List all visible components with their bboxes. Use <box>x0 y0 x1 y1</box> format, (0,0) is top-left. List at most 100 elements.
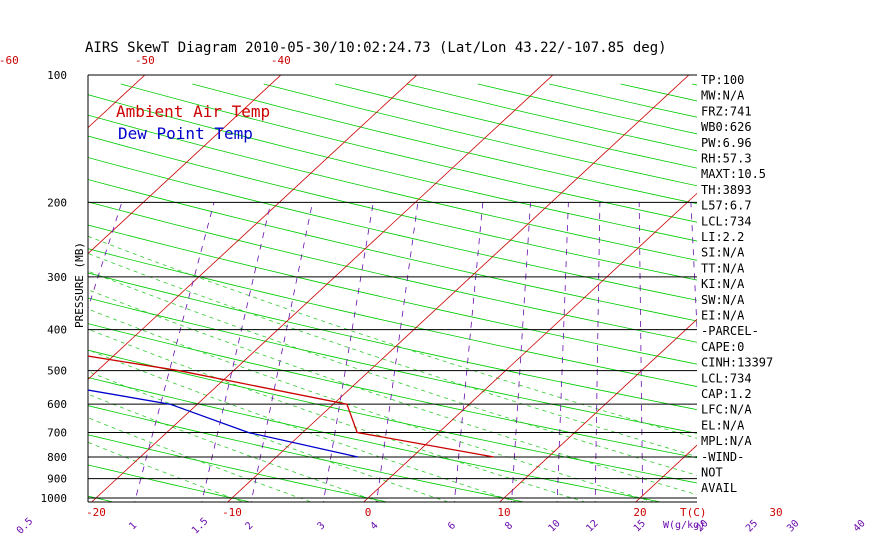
moist-adiabat-line <box>88 417 313 502</box>
mixing-ratio-line <box>556 202 569 502</box>
mixing-ratio-line <box>453 202 484 502</box>
pressure-tick-label: 600 <box>47 398 67 411</box>
mixing-ratio-line <box>322 202 374 502</box>
isotherm-line <box>91 75 554 502</box>
dry-adiabat-line <box>88 201 697 343</box>
isotherm-line <box>227 75 690 502</box>
mixing-ratio-label: 1.5 <box>190 516 211 537</box>
top-temp-tick-label: -40 <box>271 54 291 67</box>
y-axis-label: PRESSURE (MB) <box>73 242 86 328</box>
pressure-tick-label: 800 <box>47 451 67 464</box>
stability-index-item: -PARCEL- <box>701 324 759 338</box>
mixing-ratio-line <box>690 202 697 337</box>
stability-index-item: LCL:734 <box>701 371 752 385</box>
dry-adiabat-line <box>88 349 697 484</box>
pressure-tick-label: 400 <box>47 324 67 337</box>
stability-index-item: MW:N/A <box>701 89 745 103</box>
stability-index-item: KI:N/A <box>701 277 745 291</box>
stability-index-item: TT:N/A <box>701 261 745 275</box>
dry-adiabat-line <box>88 272 697 411</box>
mixing-ratio-label: 8 <box>503 520 515 532</box>
top-tick-labels: -120-110-100-90-80-70-60-50-40 <box>0 54 291 67</box>
dry-adiabat-line <box>835 84 870 507</box>
chart-title: AIRS SkewT Diagram 2010-05-30/10:02:24.7… <box>85 40 667 56</box>
stability-index-item: MAXT:10.5 <box>701 167 766 181</box>
stability-index-item: NOT <box>701 466 723 480</box>
mixing-ratio-line <box>638 202 644 502</box>
dry-adiabat-line <box>88 157 697 301</box>
dry-adiabat-line <box>88 377 663 502</box>
bottom-temp-tick-label: 30 <box>769 506 782 519</box>
top-temp-tick-label: -50 <box>135 54 155 67</box>
dry-adiabat-line <box>88 179 697 322</box>
stability-index-item: LI:2.2 <box>701 230 744 244</box>
isotherm-line <box>88 75 418 381</box>
mixing-ratio-label: 30 <box>785 518 801 534</box>
isotherm-line <box>499 318 697 502</box>
dry-adiabat-line <box>88 405 526 502</box>
stability-index-item: -WIND- <box>701 450 744 464</box>
dry-adiabat-line <box>192 83 697 205</box>
grid-layer <box>0 66 870 507</box>
moist-adiabat-line <box>88 393 381 502</box>
bottom-temp-tick-label: 20 <box>633 506 646 519</box>
top-temp-tick-label: -60 <box>0 54 19 67</box>
mixing-ratio-label: 40 <box>851 518 867 534</box>
moist-adiabat-line <box>88 235 697 439</box>
dry-adiabat-line <box>88 495 116 502</box>
moist-adiabat-line <box>88 441 245 502</box>
mixing-ratio-label: 6 <box>446 520 458 532</box>
x-axis-unit-label: T(C) <box>680 506 707 519</box>
bottom-tick-labels: -50-40-30-20-10010203040 <box>86 506 783 519</box>
stability-index-item: SI:N/A <box>701 246 745 260</box>
bottom-temp-tick-label: 10 <box>497 506 510 519</box>
bottom-temp-tick-label: -20 <box>86 506 106 519</box>
bottom-temp-tick-label: 0 <box>365 506 372 519</box>
stability-index-item: SW:N/A <box>701 293 745 307</box>
stability-index-item: LCL:734 <box>701 214 752 228</box>
isotherm-line <box>766 66 870 507</box>
stability-index-item: EI:N/A <box>701 309 745 323</box>
mixing-ratio-label: 3 <box>316 520 328 532</box>
dew-point-line <box>88 389 359 458</box>
isobar-layer <box>87 74 697 503</box>
stability-index-item: TH:3893 <box>701 183 752 197</box>
dry-adiabat-line <box>263 83 697 187</box>
mixing-ratio-line <box>820 202 864 507</box>
pressure-tick-label: 200 <box>47 196 67 209</box>
mixing-ratio-label: 1 <box>127 520 139 532</box>
mixing-ratio-label: 2 <box>243 520 255 532</box>
stability-index-item: EL:N/A <box>701 418 745 432</box>
stability-index-item: FRZ:741 <box>701 104 752 118</box>
legend-ambient-temp: Ambient Air Temp <box>116 102 270 121</box>
pressure-tick-label: 1000 <box>41 492 68 505</box>
isotherm-line <box>363 192 697 502</box>
mixing-ratio-line <box>0 202 9 507</box>
stability-index-item: CAPE:0 <box>701 340 744 354</box>
stability-index-item: TP:100 <box>701 73 744 87</box>
dry-adiabat-line <box>88 224 697 365</box>
mixing-ratio-label: 10 <box>546 518 562 534</box>
moist-adiabat-line <box>88 289 697 496</box>
mixing-ratio-line <box>511 202 531 502</box>
mixing-ratio-label: 4 <box>369 520 381 532</box>
pressure-tick-label: 900 <box>47 473 67 486</box>
stability-index-item: L57:6.7 <box>701 199 752 213</box>
bottom-temp-tick-label: -10 <box>222 506 242 519</box>
ambient-temp-line <box>88 355 495 458</box>
legend-dew-point: Dew Point Temp <box>118 124 253 143</box>
dry-adiabat-line <box>88 464 253 502</box>
mixing-ratio-line <box>250 202 313 502</box>
isotherm-line <box>0 66 19 507</box>
mixing-ratio-line <box>376 202 419 502</box>
pressure-tick-labels: 100 200 300 400 500 600 700 800 900 1000 <box>41 69 68 505</box>
mixing-ratio-line <box>134 202 215 502</box>
moist-adiabat-line <box>88 328 587 502</box>
series-layer <box>88 355 495 458</box>
mixing-ratio-label: 0.5 <box>15 516 36 537</box>
stability-index-item: CAP:1.2 <box>701 387 752 401</box>
stability-index-item: WB0:626 <box>701 120 752 134</box>
